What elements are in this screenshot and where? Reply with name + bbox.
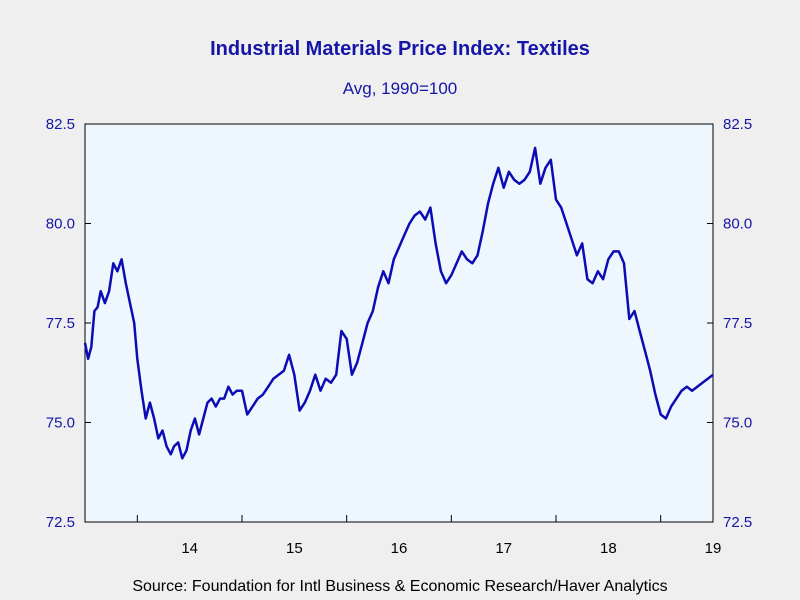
x-year-label: 14 xyxy=(181,540,198,557)
y-tick-label-right: 77.5 xyxy=(723,315,752,332)
chart-subtitle: Avg, 1990=100 xyxy=(342,79,458,98)
y-tick-label-left: 82.5 xyxy=(46,116,75,133)
y-tick-label-left: 72.5 xyxy=(46,514,75,531)
x-year-label: 19 xyxy=(705,540,722,557)
plot-area xyxy=(84,123,714,523)
chart-title: Industrial Materials Price Index: Textil… xyxy=(210,38,590,60)
x-year-label: 16 xyxy=(391,540,408,557)
x-year-label: 17 xyxy=(495,540,512,557)
y-tick-label-right: 82.5 xyxy=(723,116,752,133)
y-tick-label-left: 77.5 xyxy=(46,315,75,332)
series-line xyxy=(83,146,714,460)
y-tick-label-left: 75.0 xyxy=(46,415,75,432)
y-tick-label-right: 75.0 xyxy=(723,415,752,432)
y-tick-label-right: 80.0 xyxy=(723,216,752,233)
y-tick-label-left: 80.0 xyxy=(46,216,75,233)
y-tick-label-right: 72.5 xyxy=(723,514,752,531)
x-year-label: 18 xyxy=(600,540,617,557)
x-year-label: 15 xyxy=(286,540,303,557)
source-note: Source: Foundation for Intl Business & E… xyxy=(132,578,668,595)
